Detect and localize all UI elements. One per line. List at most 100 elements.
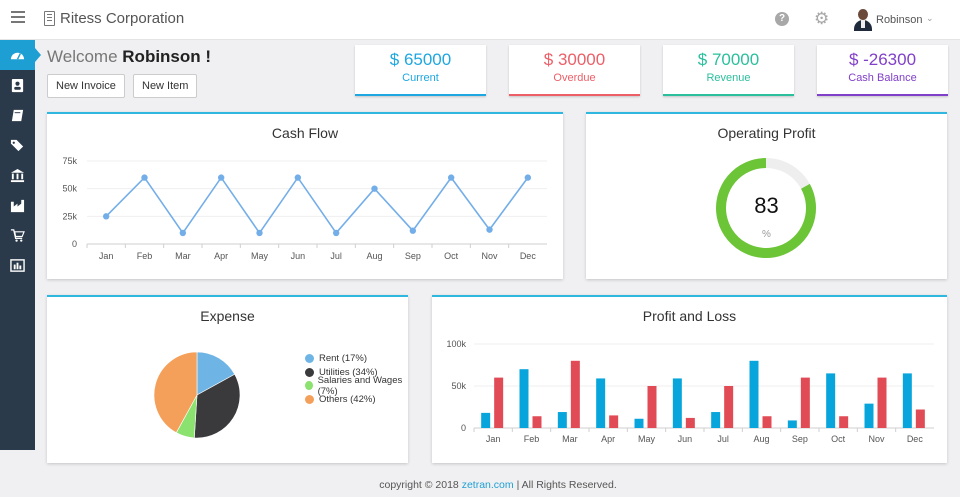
x-tick-label: Sep [405,251,421,261]
bar-chart-icon [10,258,25,272]
legend-item[interactable]: Utilities (34%) [305,366,408,380]
gear-icon[interactable]: ⚙ [814,9,830,28]
cash-flow-chart: 0 25k 50k 75k Jan Feb Mar Apr May Jun Jul Aug Sep Oct… [62,156,547,261]
sidebar-item-banking[interactable] [0,160,35,190]
pie-slice [196,351,236,396]
user-name[interactable]: Robinson [876,14,923,26]
legend-item[interactable]: Rent (17%) [305,352,408,366]
expense-bar [839,416,849,428]
cash-flow-point [256,229,263,237]
income-bar [902,373,912,428]
operating-profit-gauge [716,158,816,258]
x-tick-label: Jul [330,251,342,261]
x-tick-label: Apr [601,434,615,444]
sidebar-item-reports[interactable] [0,250,35,280]
expense-bar [609,415,619,428]
legend-item[interactable]: Salaries and Wages (7%) [305,375,408,397]
expense-bar [570,360,580,428]
operating-profit-title: Operating Profit [717,125,816,141]
profit-loss-chart: 0 50k 100k Jan Feb Mar Apr May Jun Jul Aug Sep Oct No… [446,339,934,444]
new-invoice-button[interactable]: New Invoice [47,74,125,98]
cash-flow-title: Cash Flow [271,125,339,141]
sidebar-item-purchases[interactable] [0,220,35,250]
x-tick-label: Nov [868,434,885,444]
income-bar [864,403,874,428]
cash-flow-point [294,174,302,181]
stat-cash-balance: $ -26300 Cash Balance [817,45,948,96]
stat-cash-balance-label: Cash Balance [848,72,917,84]
x-tick-label: May [638,434,656,444]
book-icon [11,109,24,121]
new-item-button[interactable]: New Item [133,74,198,98]
cash-flow-point [371,185,378,192]
income-bar [634,418,644,428]
chevron-down-icon[interactable]: ⌄ [926,13,934,23]
legend-dot [305,381,313,391]
expense-bar [685,417,695,428]
legend-item[interactable]: Others (42%) [305,393,408,407]
x-tick-label: Mar [175,251,191,261]
sidebar-item-contacts[interactable] [0,70,35,100]
operating-profit-card: Operating Profit 83 % [586,112,947,279]
avatar[interactable] [854,9,872,31]
help-icon[interactable]: ? [775,12,789,26]
income-bar [596,378,606,428]
sidebar-item-inventory[interactable] [0,190,35,220]
legend-label: Salaries and Wages (7%) [317,374,403,397]
x-tick-label: Feb [524,434,540,444]
x-tick-label: Dec [520,251,537,261]
income-bar [711,412,721,428]
x-tick-label: Aug [753,434,769,444]
welcome-message: Welcome Robinson ! [47,47,211,67]
x-tick-label: Oct [444,251,459,261]
x-tick-label: Dec [907,434,924,444]
stat-overdue: $ 30000 Overdue [509,45,640,96]
stat-current: $ 65000 Current [355,45,486,96]
operating-profit-value: 83 [754,193,779,218]
legend-dot [305,354,314,364]
stat-current-value: $ 65000 [389,50,452,69]
sidebar-item-dashboard[interactable] [0,40,41,70]
building-icon [44,11,55,26]
income-bar [672,378,682,428]
y-tick-label: 0 [72,239,77,249]
y-tick-label: 0 [461,423,466,433]
expense-bar [724,386,734,428]
x-tick-label: Nov [481,251,498,261]
legend-label: Utilities (34%) [319,366,378,378]
footer-rights: | All Rights Reserved. [516,479,617,491]
cash-flow-point [179,229,187,237]
legend-label: Others (42%) [319,393,376,405]
expense-bar [532,416,542,428]
factory-icon [10,199,25,212]
pie-slice [193,373,241,439]
bank-icon [10,168,25,182]
sidebar [0,40,41,450]
gauge-arc [716,158,816,258]
expense-legend: Rent (17%) Utilities (34%) Salaries and … [305,352,408,406]
x-tick-label: May [251,251,269,261]
expense-pie-chart [153,351,241,439]
x-tick-label: Jan [99,251,114,261]
sidebar-item-tags[interactable] [0,130,35,160]
legend-label: Rent (17%) [319,353,368,365]
x-tick-label: Jan [486,434,501,444]
x-tick-label: Sep [792,434,808,444]
stat-overdue-value: $ 30000 [543,50,606,69]
footer-copyright: copyright © 2018 [379,479,459,491]
legend-dot [305,394,314,404]
stat-overdue-label: Overdue [553,72,596,84]
profit-loss-title: Profit and Loss [642,308,737,324]
expense-bar [494,377,504,428]
sidebar-item-items[interactable] [0,100,35,130]
footer-link[interactable]: zetran.com [461,479,514,491]
x-tick-label: Oct [831,434,846,444]
cash-flow-point [102,213,110,220]
expense-bar [915,409,925,428]
profit-loss-card: Profit and Loss 0 50k 100k Jan Feb Mar Apr May J… [432,295,947,463]
tags-icon [10,139,24,151]
income-bar [749,360,759,428]
y-tick-label: 100k [446,339,466,349]
cash-flow-point [141,174,148,181]
hamburger-menu-icon[interactable] [11,11,25,23]
